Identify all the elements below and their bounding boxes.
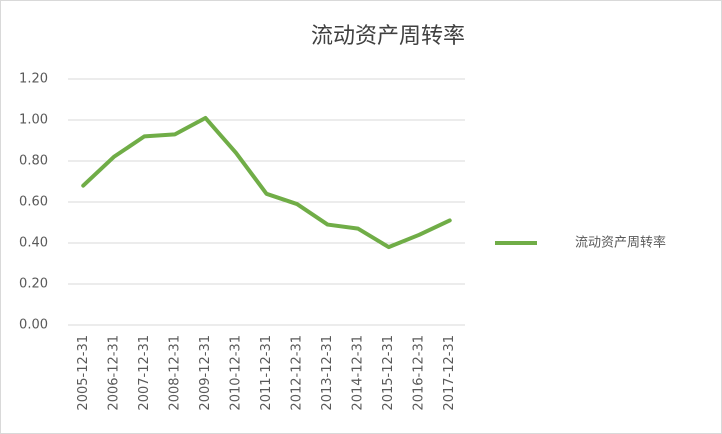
x-tick-label: 2005-12-31 bbox=[76, 335, 91, 411]
y-tick-label: 0.40 bbox=[19, 236, 48, 251]
x-tick-label: 2006-12-31 bbox=[106, 335, 121, 411]
x-tick-label: 2017-12-31 bbox=[442, 335, 457, 411]
y-tick-label: 0.80 bbox=[19, 154, 48, 169]
chart-title: 流动资产周转率 bbox=[311, 24, 465, 49]
y-tick-label: 1.20 bbox=[19, 72, 48, 87]
x-tick-label: 2009-12-31 bbox=[198, 335, 213, 411]
x-tick-label: 2007-12-31 bbox=[137, 335, 152, 411]
legend-label: 流动资产周转率 bbox=[575, 235, 666, 251]
x-tick-label: 2012-12-31 bbox=[290, 335, 305, 411]
data-line bbox=[81, 115, 452, 250]
x-tick-label: 2015-12-31 bbox=[381, 335, 396, 411]
y-tick-label: 0.60 bbox=[19, 195, 48, 210]
x-tick-label: 2013-12-31 bbox=[320, 335, 335, 411]
x-tick-label: 2008-12-31 bbox=[167, 335, 182, 411]
y-tick-label: 0.20 bbox=[19, 277, 48, 292]
x-tick-label: 2016-12-31 bbox=[412, 335, 427, 411]
x-tick-label: 2011-12-31 bbox=[259, 335, 274, 411]
x-tick-label: 2014-12-31 bbox=[351, 335, 366, 411]
x-tick-label: 2010-12-31 bbox=[228, 335, 243, 411]
y-tick-label: 1.00 bbox=[19, 113, 48, 128]
y-tick-label: 0.00 bbox=[19, 318, 48, 333]
